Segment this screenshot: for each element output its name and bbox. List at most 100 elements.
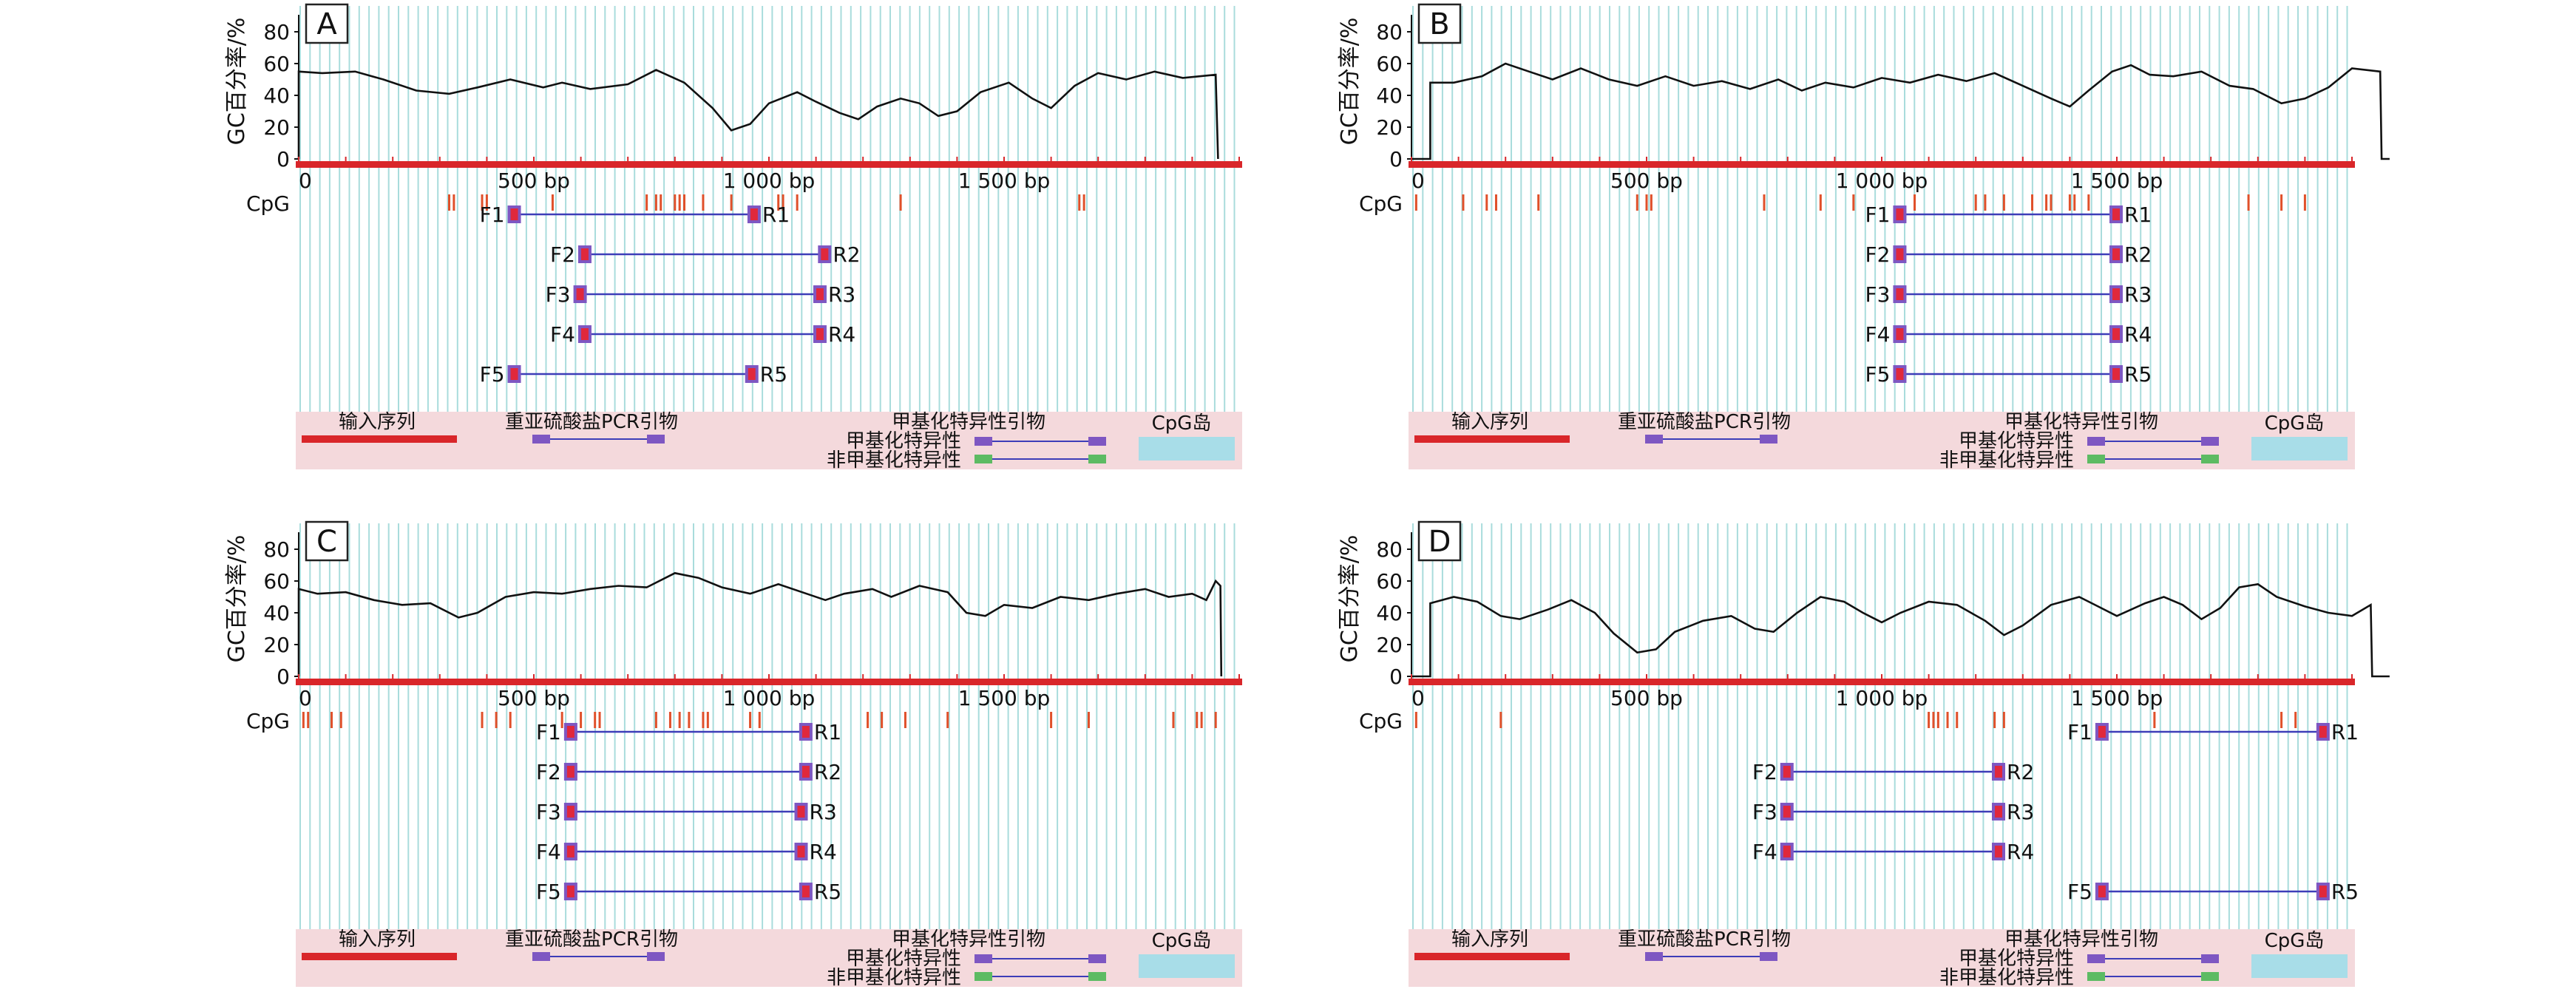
cpg-site <box>2073 194 2076 211</box>
legend-methylated-box-right <box>2201 954 2219 963</box>
cpg-site <box>1984 194 1987 211</box>
primer-core <box>816 288 824 300</box>
cpg-site <box>2050 194 2053 211</box>
forward-primer-label: F4 <box>550 322 575 347</box>
primer-core <box>1995 766 2002 778</box>
legend-methylated-box-left <box>975 437 992 446</box>
cpg-site <box>678 712 681 728</box>
sequence-bar <box>296 679 1242 685</box>
cpg-label: CpG <box>1359 709 1403 733</box>
y-tick-label: 40 <box>263 84 290 108</box>
reverse-primer-label: R5 <box>2124 362 2152 387</box>
primer-pair-F4: F4 R4 <box>1752 840 2034 864</box>
cpg-site <box>654 712 657 728</box>
reverse-primer-label: R2 <box>2007 760 2034 784</box>
cpg-site <box>899 194 902 211</box>
primer-core <box>580 248 589 260</box>
cpg-site <box>904 712 906 728</box>
primer-core <box>748 368 756 380</box>
cpg-site <box>678 194 681 211</box>
cpg-site <box>1852 194 1855 211</box>
legend-unmethylated-box-left <box>2087 455 2105 463</box>
forward-primer-label: F2 <box>550 242 575 267</box>
reverse-primer-label: R3 <box>2124 282 2152 307</box>
primer-core <box>2098 886 2106 897</box>
cpg-site <box>485 194 488 211</box>
cpg-site <box>706 712 709 728</box>
legend-unmethylated: 非甲基化特异性 <box>1939 967 2074 988</box>
cpg-site <box>509 712 512 728</box>
cpg-site <box>2153 712 2156 728</box>
primer-pair-F3: F3 R3 <box>536 800 837 824</box>
legend-cpg-island: CpG岛 <box>1152 412 1212 435</box>
panel-label: D <box>1428 525 1451 559</box>
cpg-site <box>2087 194 2090 211</box>
legend-sequence-swatch <box>302 953 457 960</box>
grid-lines <box>299 523 1236 929</box>
cpg-site <box>1172 712 1175 728</box>
cpg-site <box>598 712 601 728</box>
legend-methylation-specific-primer: 甲基化特异性引物 <box>2004 411 2158 433</box>
primer-core <box>566 726 574 738</box>
legend-bisulfite-pcr-primer: 重亚硫酸盐PCR引物 <box>1618 928 1791 951</box>
primer-pair-F3: F3 R3 <box>1752 800 2034 824</box>
cpg-site <box>668 712 671 728</box>
cpg-site <box>1993 712 1996 728</box>
primer-pair-F1: F1 R1 <box>480 203 790 227</box>
cpg-site <box>758 712 761 728</box>
reverse-primer-label: R1 <box>762 203 790 227</box>
gc-profile-line <box>1411 582 2390 678</box>
legend-methylated-box-right <box>1088 437 1106 446</box>
cpg-site <box>1636 194 1638 211</box>
grid-lines <box>1412 523 2348 929</box>
reverse-primer-label: R2 <box>814 760 841 784</box>
primer-pair-F2: F2 R2 <box>1865 242 2152 267</box>
panel-label-box <box>305 3 349 44</box>
legend-methylation-specific-primer: 甲基化特异性引物 <box>892 928 1045 951</box>
legend-methylation-specific-primer: 甲基化特异性引物 <box>2004 928 2158 951</box>
x-tick-label: 1 000 bp <box>1836 169 1928 193</box>
legend-unmethylated-box-right <box>2201 972 2219 981</box>
primer-core <box>566 886 574 897</box>
y-tick-label: 60 <box>263 569 290 594</box>
panel-label-box <box>305 520 349 562</box>
x-tick-label: 1 000 bp <box>1836 686 1928 710</box>
reverse-primer-label: R4 <box>828 322 855 347</box>
panel-label-box <box>1417 520 1462 562</box>
forward-primer-label: F4 <box>536 840 561 864</box>
cpg-site <box>560 712 563 728</box>
primer-core <box>580 328 589 340</box>
y-tick-label: 80 <box>1376 537 1403 562</box>
x-tick-label: 1 000 bp <box>723 169 816 193</box>
primer-pair-F3: F3 R3 <box>546 282 856 307</box>
y-tick-label: 20 <box>1376 115 1403 140</box>
cpg-site <box>654 194 657 211</box>
x-tick-label: 1 500 bp <box>958 686 1051 710</box>
y-tick-label: 20 <box>263 115 290 140</box>
primer-pair-F5: F5 R5 <box>480 362 787 387</box>
cpg-site <box>702 194 705 211</box>
forward-primer-label: F4 <box>1752 840 1777 864</box>
legend-bisulfite-box-right <box>647 435 665 444</box>
cpg-site <box>782 194 784 211</box>
reverse-primer-label: R5 <box>760 362 787 387</box>
cpg-site <box>307 712 310 728</box>
primer-core <box>2112 208 2120 220</box>
x-tick-label: 0 <box>1411 686 1425 710</box>
cpg-site <box>2031 194 2034 211</box>
primer-core <box>797 806 805 818</box>
reverse-primer-label: R2 <box>2124 242 2152 267</box>
reverse-primer-label: R3 <box>828 282 855 307</box>
cpg-site <box>453 194 455 211</box>
sequence-bar <box>1409 679 2355 685</box>
cpg-label: CpG <box>246 709 290 733</box>
forward-primer-label: F3 <box>1752 800 1777 824</box>
cpg-site <box>1414 712 1417 728</box>
primer-pair-F1: F1 R1 <box>1865 203 2152 227</box>
cpg-site <box>946 712 949 728</box>
primer-core <box>566 766 574 778</box>
cpg-site <box>2294 712 2297 728</box>
